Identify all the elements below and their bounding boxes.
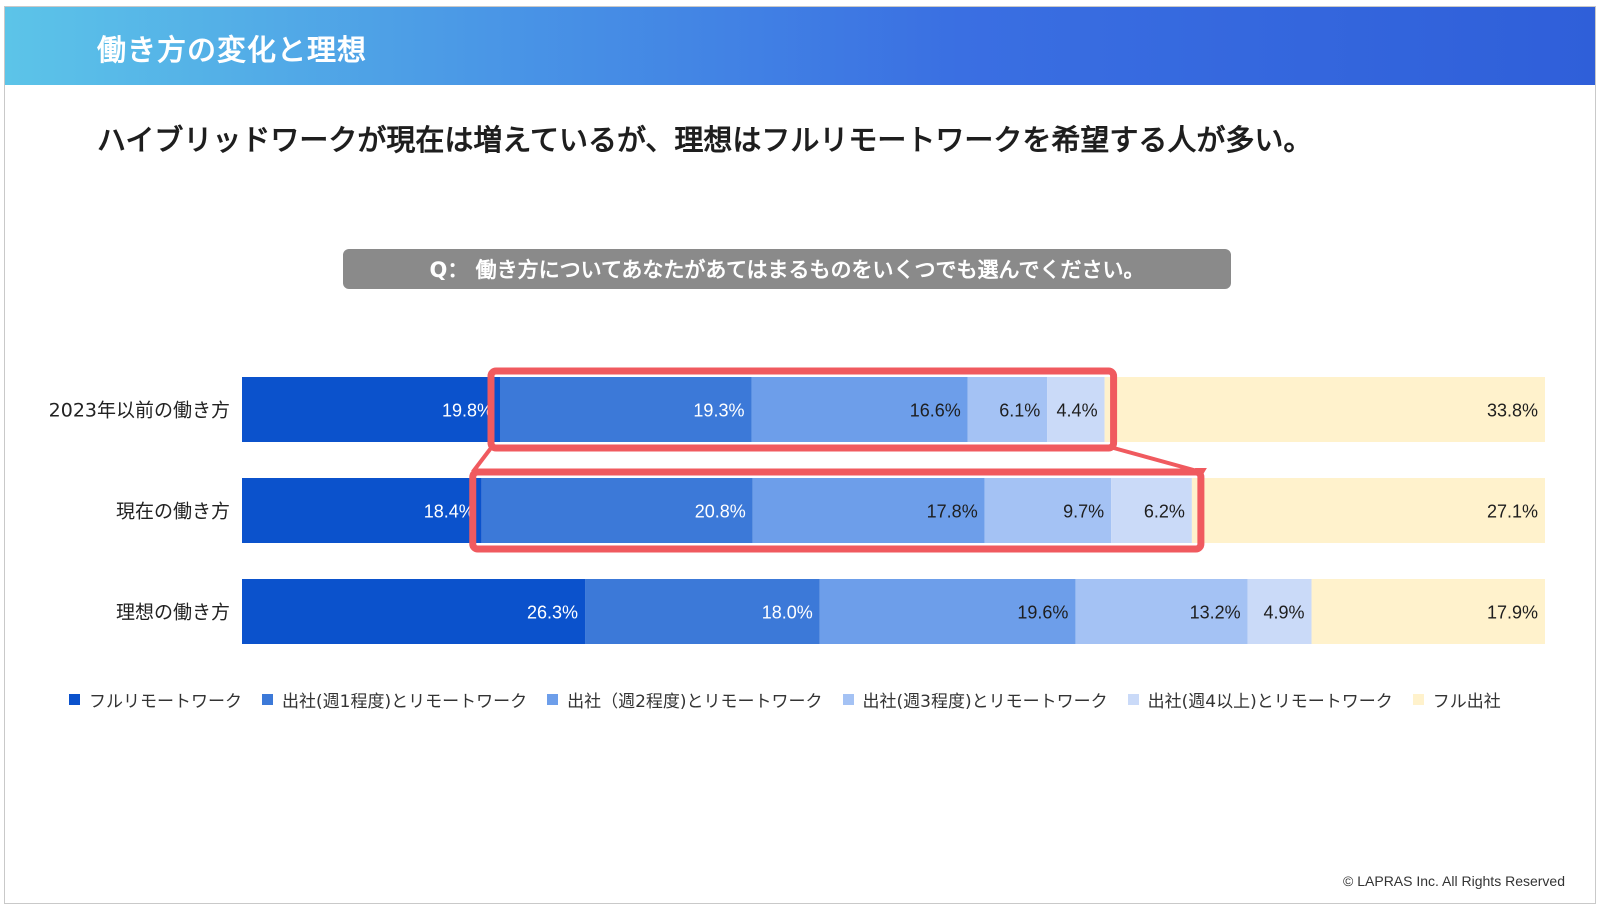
bar-segment	[1075, 579, 1248, 644]
bar-segment	[967, 377, 1048, 442]
data-label: 4.9%	[1263, 603, 1304, 623]
legend-item: 出社(週1程度)とリモートワーク	[262, 687, 527, 712]
data-label: 17.9%	[1487, 603, 1538, 623]
slide: 働き方の変化と理想 ハイブリッドワークが現在は増えているが、理想はフルリモートワ…	[4, 6, 1596, 904]
bar-segment	[984, 478, 1112, 543]
data-label: 16.6%	[910, 401, 961, 421]
legend-label: 出社(週4以上)とリモートワーク	[1147, 691, 1393, 712]
legend-swatch	[69, 693, 80, 705]
header-title: 働き方の変化と理想	[97, 33, 368, 67]
bar-segment	[481, 478, 753, 543]
question-text: Q： 働き方についてあなたがあてはまるものをいくつでも選んでください。	[429, 258, 1145, 282]
legend-item: 出社(週4以上)とリモートワーク	[1127, 687, 1393, 712]
legend-item: 出社（週2程度)とリモートワーク	[547, 687, 823, 712]
data-label: 9.7%	[1063, 502, 1104, 522]
bar-segment	[819, 579, 1076, 644]
legend-label: 出社（週2程度)とリモートワーク	[567, 691, 823, 712]
legend-item: 出社(週3程度)とリモートワーク	[842, 687, 1108, 712]
legend-item: フル出社	[1412, 687, 1501, 712]
bar-segment	[1191, 478, 1545, 543]
legend: フルリモートワーク 出社(週1程度)とリモートワーク 出社（週2程度)とリモートワー…	[69, 687, 1569, 712]
bar-segment	[242, 377, 500, 442]
legend-swatch	[547, 693, 559, 705]
data-label: 27.1%	[1487, 502, 1538, 522]
data-label: 13.2%	[1190, 603, 1241, 623]
data-label: 19.8%	[442, 401, 493, 421]
data-label: 19.3%	[693, 401, 744, 421]
legend-item: フルリモートワーク	[69, 687, 242, 712]
highlight-box	[487, 367, 1118, 452]
highlight-box	[469, 468, 1205, 553]
bar-segment	[585, 579, 820, 644]
category-label: 2023年以前の働き方	[49, 400, 230, 422]
data-label: 17.8%	[927, 502, 978, 522]
legend-label: フル出社	[1432, 691, 1501, 712]
question-box: Q： 働き方についてあなたがあてはまるものをいくつでも選んでください。	[343, 249, 1231, 289]
highlight-connector-right	[1113, 446, 1202, 474]
data-label: 19.6%	[1017, 603, 1068, 623]
copyright: © LAPRAS Inc. All Rights Reserved	[1343, 873, 1565, 889]
bar-segment	[1311, 579, 1545, 644]
data-label: 18.4%	[424, 502, 475, 522]
bar-segment	[752, 478, 985, 543]
category-label: 現在の働き方	[116, 501, 230, 523]
legend-swatch	[1412, 693, 1424, 705]
highlight-connector-left	[471, 446, 493, 474]
data-label: 18.0%	[762, 603, 813, 623]
bar-segment	[242, 579, 586, 644]
data-label: 20.8%	[695, 502, 746, 522]
legend-swatch	[1127, 693, 1139, 705]
data-label: 33.8%	[1487, 401, 1538, 421]
bar-segment	[1247, 579, 1312, 644]
highlight-arrow-head	[1194, 468, 1207, 478]
header-band: 働き方の変化と理想	[5, 7, 1595, 85]
bar-segment	[1047, 377, 1105, 442]
legend-swatch	[842, 693, 854, 705]
bar-segment	[499, 377, 752, 442]
bar-segment	[1111, 478, 1192, 543]
bar-segment	[242, 478, 482, 543]
data-label: 4.4%	[1057, 401, 1098, 421]
legend-label: 出社(週1程度)とリモートワーク	[282, 691, 528, 712]
data-label: 6.1%	[999, 401, 1040, 421]
bar-segment	[751, 377, 968, 442]
legend-swatch	[262, 693, 273, 705]
data-label: 26.3%	[527, 603, 578, 623]
headline: ハイブリッドワークが現在は増えているが、理想はフルリモートワークを希望する人が多…	[97, 123, 1313, 157]
bar-segment	[1104, 377, 1545, 442]
data-label: 6.2%	[1144, 502, 1185, 522]
category-label: 理想の働き方	[116, 602, 230, 624]
legend-label: フルリモートワーク	[89, 691, 242, 712]
legend-label: 出社(週3程度)とリモートワーク	[862, 691, 1108, 712]
